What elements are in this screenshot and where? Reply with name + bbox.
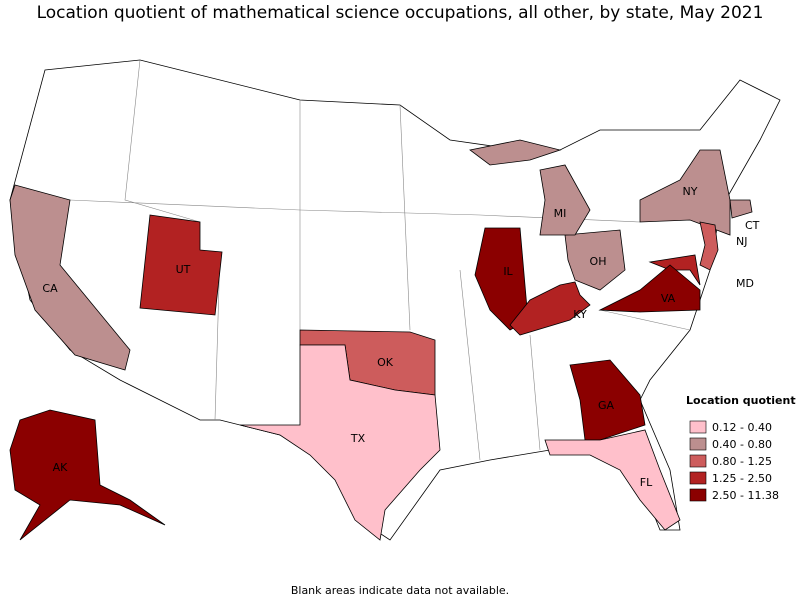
state-label: UT [176,263,191,276]
legend-label: 0.12 - 0.40 [712,421,772,434]
state-shape [9,409,166,541]
state-labels: CA UT IL KY OH MI NY CT NJ MD VA OK TX G… [42,185,759,489]
legend-swatch [689,471,707,485]
state-label: GA [598,399,615,412]
legend-swatch [689,454,707,468]
state-label: KY [573,308,587,321]
state-shape [139,214,223,316]
state-shape [598,264,701,313]
state-label: OK [377,356,394,369]
legend-title: Location quotient [686,394,796,407]
legend-label: 0.40 - 0.80 [712,438,772,451]
title: Location quotient of mathematical scienc… [37,3,764,23]
state-label: NJ [736,235,747,248]
footnote: Blank areas indicate data not available. [291,584,509,597]
state-label: IL [503,265,513,278]
state-label: FL [640,476,653,489]
state-label: MD [736,277,754,290]
legend-label: 0.80 - 1.25 [712,455,772,468]
legend-label: 1.25 - 2.50 [712,472,772,485]
legend-swatch [689,437,707,451]
legend-label: 2.50 - 11.38 [712,489,779,502]
state-label: CT [745,219,760,232]
state-shape [474,227,529,331]
state-shape [239,344,441,541]
state-label: VA [661,292,676,305]
state-label: MI [554,207,567,220]
state-shape [544,429,681,531]
state-label: TX [350,432,366,445]
legend-swatch [689,420,707,434]
state-shape [729,199,753,219]
state-shape [699,221,719,271]
state-label: AK [53,461,69,474]
state-shape [469,139,562,166]
state-shape [564,229,626,291]
legend-swatch [689,488,707,502]
state-label: OH [590,255,607,268]
state-shape [539,164,591,236]
state-label: CA [42,282,58,295]
state-shape [9,184,131,371]
state-label: NY [683,185,698,198]
legend: 0.12 - 0.40 0.40 - 0.80 0.80 - 1.25 1.25 - … [689,420,779,502]
state-shape [569,359,646,441]
state-shape [509,281,591,336]
